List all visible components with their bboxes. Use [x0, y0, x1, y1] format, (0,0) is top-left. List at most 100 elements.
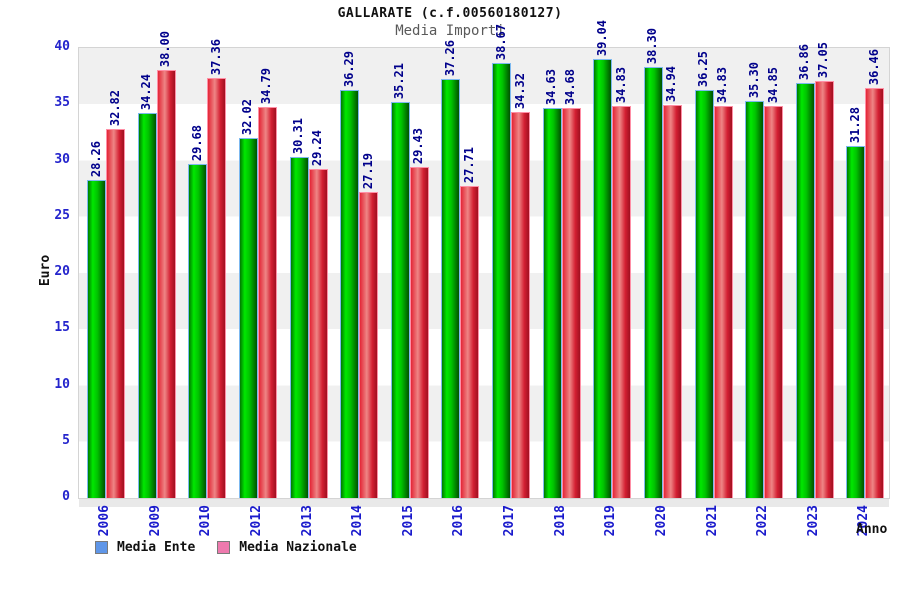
y-tick-label: 15: [54, 320, 70, 336]
bar-media-ente-2009: [138, 113, 157, 498]
value-label-media-ente-2006: 28.26: [89, 140, 103, 177]
value-label-media-nazionale-2010: 37.36: [209, 38, 223, 75]
chart-subtitle: Media Importi: [395, 23, 505, 39]
legend-item-media-nazionale: Media Nazionale: [217, 540, 357, 555]
bar-media-ente-2020: [644, 67, 663, 498]
value-label-media-nazionale-2017: 34.32: [513, 72, 527, 109]
x-tick-label-2010: 2010: [198, 505, 213, 537]
y-tick-label: 10: [54, 376, 70, 392]
bar-media-ente-2019: [593, 59, 612, 498]
value-label-media-nazionale-2018: 34.68: [563, 68, 577, 105]
x-tick-label-2015: 2015: [401, 505, 416, 537]
y-tick-label: 40: [54, 39, 70, 54]
value-label-media-nazionale-2014: 27.19: [361, 152, 375, 189]
bar-media-nazionale-2013: [309, 169, 328, 498]
value-label-media-ente-2009: 34.24: [139, 73, 153, 110]
legend-swatch-media-nazionale: [217, 541, 231, 554]
value-label-media-ente-2014: 36.29: [342, 50, 356, 87]
bar-media-nazionale-2017: [511, 112, 530, 498]
value-label-media-ente-2024: 31.28: [848, 106, 862, 143]
bar-media-ente-2018: [543, 108, 562, 498]
bar-media-nazionale-2018: [562, 108, 581, 498]
x-tick-label-2009: 2009: [148, 505, 163, 537]
bar-media-ente-2014: [340, 90, 359, 498]
bar-media-nazionale-2024: [865, 88, 884, 498]
bar-media-nazionale-2022: [764, 106, 783, 498]
bar-media-nazionale-2009: [157, 70, 176, 498]
x-tick-label-2023: 2023: [806, 505, 821, 537]
bar-media-ente-2006: [87, 180, 106, 498]
bar-media-ente-2016: [441, 79, 460, 498]
x-tick-label-2019: 2019: [603, 505, 618, 537]
x-tick-label-2017: 2017: [502, 505, 517, 537]
x-tick-label-2020: 2020: [654, 505, 669, 537]
bar-media-ente-2023: [796, 83, 815, 498]
value-label-media-ente-2018: 34.63: [544, 68, 558, 105]
y-tick-label: 25: [54, 207, 70, 223]
x-tick-label-2014: 2014: [350, 505, 365, 537]
value-label-media-nazionale-2013: 29.24: [310, 129, 324, 166]
value-label-media-nazionale-2024: 36.46: [867, 48, 881, 85]
value-label-media-ente-2015: 35.21: [392, 62, 406, 99]
value-label-media-ente-2016: 37.26: [443, 39, 457, 76]
plot-area: 28.26 32.82 34.24 38.00 29.68 37.36 32.02 34.79…: [78, 20, 890, 499]
bar-media-nazionale-2014: [359, 192, 378, 498]
bar-media-ente-2017: [492, 63, 511, 498]
value-label-media-ente-2010: 29.68: [190, 124, 204, 161]
x-axis-title: Anno: [856, 522, 888, 537]
bar-media-ente-2013: [290, 157, 309, 498]
value-label-media-ente-2020: 38.30: [645, 27, 659, 64]
legend-label-media-nazionale: Media Nazionale: [239, 540, 357, 555]
bar-media-nazionale-2023: [815, 81, 834, 498]
x-tick-label-2022: 2022: [755, 505, 770, 537]
x-tick-label-2006: 2006: [97, 505, 112, 537]
bar-media-nazionale-2019: [612, 106, 631, 498]
value-label-media-ente-2012: 32.02: [240, 98, 254, 135]
y-tick-label: 0: [62, 489, 70, 504]
value-label-media-nazionale-2019: 34.83: [614, 66, 628, 103]
value-label-media-nazionale-2023: 37.05: [816, 41, 830, 78]
value-label-media-nazionale-2020: 34.94: [664, 65, 678, 102]
legend: Media Ente Media Nazionale: [95, 540, 379, 555]
bar-media-ente-2015: [391, 102, 410, 498]
bar-media-nazionale-2006: [106, 129, 125, 498]
bar-media-nazionale-2021: [714, 106, 733, 498]
legend-swatch-media-ente: [95, 541, 108, 554]
value-label-media-nazionale-2012: 34.79: [259, 67, 273, 104]
plot-area-bottom-shadow: [79, 499, 889, 507]
bar-media-ente-2010: [188, 164, 207, 498]
x-tick-label-2016: 2016: [451, 505, 466, 537]
bar-media-ente-2021: [695, 90, 714, 498]
y-tick-label: 35: [54, 95, 70, 111]
x-tick-label-2012: 2012: [249, 505, 264, 537]
x-tick-label-2018: 2018: [553, 505, 568, 537]
value-label-media-ente-2017: 38.67: [494, 23, 508, 60]
value-label-media-nazionale-2006: 32.82: [108, 89, 122, 126]
bar-media-nazionale-2010: [207, 78, 226, 498]
value-label-media-nazionale-2022: 34.85: [766, 66, 780, 103]
value-label-media-ente-2022: 35.30: [747, 61, 761, 98]
x-tick-label-2021: 2021: [705, 505, 720, 537]
value-label-media-ente-2013: 30.31: [291, 117, 305, 154]
bar-media-ente-2022: [745, 101, 764, 498]
legend-item-media-ente: Media Ente: [95, 540, 195, 555]
y-tick-label: 30: [54, 151, 70, 167]
legend-label-media-ente: Media Ente: [117, 540, 196, 555]
x-tick-label-2013: 2013: [300, 505, 315, 537]
value-label-media-nazionale-2016: 27.71: [462, 146, 476, 183]
bar-media-nazionale-2016: [460, 186, 479, 498]
value-label-media-nazionale-2009: 38.00: [158, 30, 172, 67]
y-tick-label: 5: [62, 432, 70, 448]
value-label-media-ente-2021: 36.25: [696, 50, 710, 87]
value-label-media-nazionale-2021: 34.83: [715, 66, 729, 103]
bar-media-ente-2024: [846, 146, 865, 498]
bar-media-nazionale-2020: [663, 105, 682, 498]
value-label-media-nazionale-2015: 29.43: [411, 127, 425, 164]
chart-title: GALLARATE (c.f.00560180127): [337, 6, 563, 21]
value-label-media-ente-2023: 36.86: [797, 43, 811, 80]
bar-media-nazionale-2015: [410, 167, 429, 498]
bar-media-ente-2012: [239, 138, 258, 498]
bar-media-nazionale-2012: [258, 107, 277, 498]
value-label-media-ente-2019: 39.04: [595, 19, 609, 56]
y-tick-label: 20: [54, 264, 70, 279]
